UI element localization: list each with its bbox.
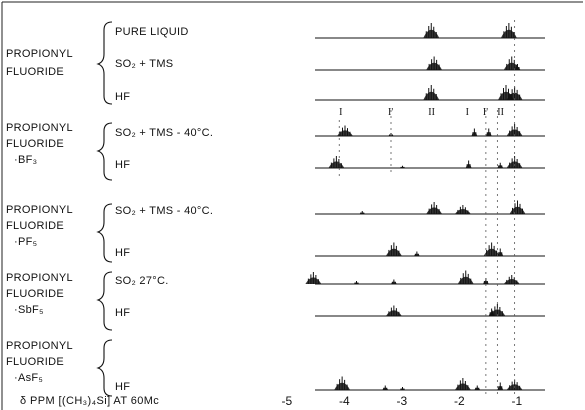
compound-3-line-2: ·SbF₅ [14,304,44,316]
compound-3-line-1: FLUORIDE [6,288,64,300]
compound-label-3: PROPIONYL FLUORIDE ·SbF₅ [6,272,73,316]
compound-0-line-0: PROPIONYL [6,48,73,60]
spectrum-6-peak-0 [385,242,402,256]
compound-1-line-1: FLUORIDE [6,138,64,150]
peak-label-1: I' [388,107,393,118]
spectrum-4-peak-3 [497,162,504,168]
compound-4-line-2: ·AsF₅ [14,372,43,384]
condition-so2-tms: SO₂ + TMS [115,58,173,70]
peak-label-5: II [497,107,504,118]
brace-4 [96,339,113,397]
compound-1-line-0: PROPIONYL [6,122,73,134]
compound-4-line-1: FLUORIDE [6,356,64,368]
axis-tick-4: -1 [512,394,523,408]
spectrum-4-peak-2 [465,160,472,168]
spectrum-1-peak-2 [514,64,521,70]
peak-label-3: I [466,107,469,118]
condition-pure-liquid: PURE LIQUID [115,26,189,38]
axis-ticks: -5 -4 -3 -2 -1 [282,394,523,408]
spectrum-8-peak-2 [488,308,495,316]
condition-asf5-hf: HF [115,381,130,393]
compound-4-line-0: PROPIONYL [6,340,73,352]
spectra-traces [305,20,545,395]
peak-label-0: I [339,107,342,118]
brace-2 [96,203,113,263]
compound-label-4: PROPIONYL FLUORIDE ·AsF₅ [6,340,73,384]
compound-label-1: PROPIONYL FLUORIDE ·BF₃ [6,122,73,166]
spectrum-0-peak-0 [423,23,440,38]
compound-2-line-0: PROPIONYL [6,204,73,216]
condition-sbf5-so2: SO₂ 27°C. [115,275,169,287]
spectrum-1-peak-0 [426,56,443,70]
spectrum-2-peak-0 [423,85,440,100]
condition-sbf5-hf: HF [115,307,130,319]
axis-tick-1: -4 [339,394,350,408]
spectrum-5-peak-2 [454,205,471,214]
spectrum-3-peak-3 [485,128,492,136]
compound-1-line-2: ·BF₃ [14,154,37,166]
spectrum-9-peak-1 [382,385,389,390]
brace-0 [96,21,113,105]
spectrum-4-peak-4 [506,156,523,168]
condition-pf5-hf: HF [115,247,130,259]
condition-pf5-so2: SO₂ + TMS - 40°C. [115,205,213,217]
spectrum-5-peak-3 [509,200,526,214]
compound-0-line-1: FLUORIDE [6,66,64,78]
condition-bf3-hf: HF [115,159,130,171]
spectrum-3-peak-2 [471,128,478,136]
axis-title: δ PPM [(CH₃)₄Si] AT 60Mc [20,395,159,407]
axis-tick-2: -3 [397,394,408,408]
spectrum-9-peak-3 [454,378,471,390]
spectrum-8-peak-0 [385,305,402,316]
axis-tick-3: -2 [454,394,465,408]
brace-1 [96,122,113,181]
compound-label-0: PROPIONYL FLUORIDE [6,48,73,78]
spectrum-6-peak-3 [497,248,504,256]
condition-hf-0: HF [115,91,130,103]
compound-3-line-0: PROPIONYL [6,272,73,284]
spectrum-6-peak-1 [413,251,420,256]
compound-2-line-2: ·PF₅ [14,236,37,248]
spectrum-7-peak-5 [503,275,520,284]
spectrum-6-peak-2 [483,242,500,256]
peak-assignment-labels: I I' II I I' II [339,107,504,118]
spectrum-4-peak-0 [328,156,345,168]
axis-tick-0: -5 [282,394,293,408]
spectrum-0-peak-1 [500,23,517,38]
spectrum-7-peak-2 [390,279,397,284]
brace-3 [96,271,113,331]
spectrum-4-peak-1 [399,165,406,168]
peak-label-2: II [428,107,435,118]
condition-bf3-so2: SO₂ + TMS - 40°C. [115,127,213,139]
compound-label-2: PROPIONYL FLUORIDE ·PF₅ [6,204,73,248]
spectrum-7-peak-3 [457,270,474,284]
spectrum-9-peak-5 [497,382,504,390]
spectrum-5-peak-0 [359,211,366,214]
spectrum-7-peak-1 [353,281,360,284]
spectrum-5-peak-1 [426,202,443,214]
peak-label-4: I' [483,107,488,118]
spectrum-7-peak-0 [305,272,322,284]
spectrum-7-peak-4 [482,278,489,284]
spectrum-3-peak-0 [337,125,353,136]
spectrum-9-peak-2 [399,387,406,390]
spectrum-9-peak-4 [474,385,481,390]
spectrum-9-peak-0 [334,376,351,390]
compound-2-line-1: FLUORIDE [6,220,64,232]
